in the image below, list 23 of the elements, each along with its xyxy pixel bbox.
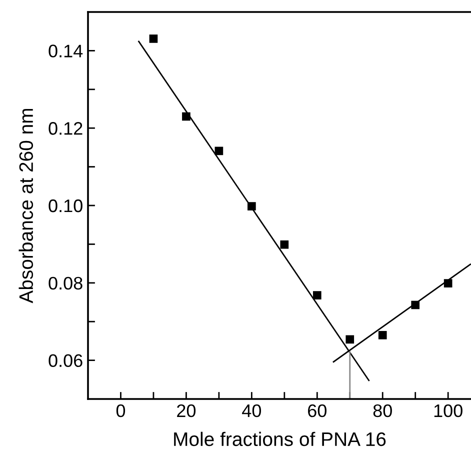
x-axis-title: Mole fractions of PNA 16 xyxy=(174,432,386,446)
y-tick-label: 0.06 xyxy=(48,354,82,368)
y-tick-label: 0.14 xyxy=(48,44,83,58)
point xyxy=(214,146,224,156)
x-tick-label: 100 xyxy=(434,404,462,418)
point xyxy=(182,112,190,121)
x-tick-label: 0 xyxy=(116,404,126,418)
point xyxy=(149,34,158,43)
point xyxy=(444,279,452,288)
y-tick-label: 0.12 xyxy=(48,122,82,135)
x-tick-label: 80 xyxy=(373,404,392,418)
x-tick-label: 40 xyxy=(242,404,262,418)
point xyxy=(248,202,256,210)
x-tick-label: 20 xyxy=(177,404,196,418)
y-tick-label: 0.08 xyxy=(48,276,82,290)
point xyxy=(312,291,322,300)
x-tick-label: 60 xyxy=(308,404,326,418)
point xyxy=(280,240,289,249)
y-tick-label: 0.10 xyxy=(48,199,82,212)
y-axis-title: Absorbance at 260 nm xyxy=(18,108,34,304)
point xyxy=(378,330,387,340)
point xyxy=(346,335,354,344)
point xyxy=(411,300,420,310)
